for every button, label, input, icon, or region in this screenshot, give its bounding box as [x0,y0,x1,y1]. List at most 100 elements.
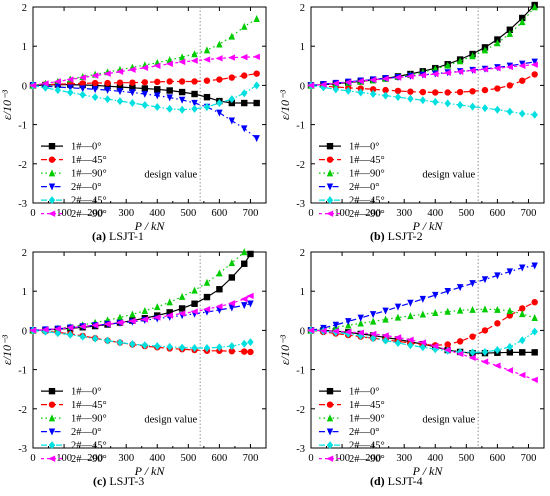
data-point [394,74,402,81]
data-point [456,284,464,292]
data-point [203,278,211,286]
data-point [241,72,248,79]
legend: 1#—0° 1#—45° 1#—90° 2#—0° 2#—45° 2#—90° [41,142,107,220]
data-point [369,311,377,319]
data-point [153,62,161,69]
data-point [419,343,427,352]
data-point [66,324,74,331]
legend-label: 2#—0° [71,182,101,193]
data-point [456,338,464,345]
y-tick-label: -1 [296,121,305,132]
legend-label: 1#—0° [349,142,379,153]
series-line [32,251,245,331]
legend-label: 1#—90° [71,414,107,425]
data-point [116,68,124,75]
x-tick-label: 700 [243,208,259,219]
data-point [519,310,526,318]
x-tick-label: 200 [87,453,103,464]
data-point [481,305,489,313]
caption-a: (a) LSJT-1 [92,229,144,244]
x-tick-label: 200 [365,208,381,219]
data-point [531,71,538,78]
data-point [345,318,352,326]
data-point [394,334,402,341]
data-point [216,99,223,108]
data-point [369,86,377,93]
legend-label: 1#—90° [349,414,385,425]
legend-label: 2#—45° [349,196,385,207]
data-point [506,29,514,37]
legend-label: 2#—0° [349,182,379,193]
data-point [432,89,439,96]
data-point [203,46,211,54]
data-point [203,344,211,353]
legend: 1#—0° 1#—45° 1#—90° 2#—0° 2#—45° 2#—90° [319,142,385,220]
data-point [468,354,476,362]
data-point [357,319,364,327]
data-point [332,321,340,329]
data-point [444,288,451,295]
data-point [431,70,439,78]
series-3 [29,248,248,334]
series-6 [29,292,254,334]
data-point [104,86,111,94]
data-point [141,64,149,71]
legend-label: 2#—90° [71,454,107,465]
legend-label: 2#—45° [71,196,107,207]
data-point [247,348,254,356]
x-tick-label: 600 [212,208,228,219]
data-point [519,18,526,26]
data-point [67,330,74,339]
data-point [456,88,464,96]
data-point [154,303,161,311]
data-point [506,367,514,374]
legend-marker [48,387,56,395]
chart-d: 0 100 200 300 400 500 600 700 -3 -2 -1 0 1 2 P / kN ε/1… [278,248,545,478]
data-point [203,306,211,313]
data-point [369,330,377,338]
data-point [469,348,476,357]
y-tick-label: 2 [300,3,305,14]
y-tick-label: 0 [300,326,305,337]
y-tick-label: -1 [18,121,27,132]
legend-label: 1#—0° [71,387,101,398]
data-point [228,300,236,307]
data-point [116,83,124,91]
data-point [494,346,501,354]
data-point [382,307,389,315]
legend-label: 1#—45° [71,155,107,166]
data-point [519,264,526,272]
series-4 [307,262,538,335]
x-tick-label: 200 [87,208,103,219]
data-point [166,78,173,85]
data-point [241,248,248,256]
y-tick-label: 2 [22,3,27,14]
data-point [153,314,161,321]
data-point [506,268,514,276]
data-point [166,342,173,351]
data-point [228,32,236,40]
data-point [357,314,364,322]
y-axis-label: ε/10⁻³ [278,335,292,365]
caption-c-name: LSJT-3 [109,474,145,488]
data-point [129,79,136,86]
chart-c: 0 100 200 300 400 500 600 700 -3 -2 -1 0 1 2 P / kN ε/1… [0,248,267,478]
legend: 1#—0° 1#—45° 1#—90° 2#—0° 2#—45° 2#—90° [319,387,385,465]
caption-a-letter: (a) [92,229,106,243]
caption-d-name: LSJT-4 [387,474,423,488]
data-point [91,72,99,79]
data-point [531,58,538,66]
data-point [382,91,389,100]
chart-a: 0 100 200 300 400 500 600 700 -3 -2 -1 0 1 2 P / kN ε/1… [0,3,267,233]
data-point [241,22,248,30]
data-point [103,320,111,328]
data-point [78,323,86,330]
plot-frame [310,6,545,204]
x-tick-label: 600 [490,208,506,219]
data-point [129,340,136,349]
data-point [431,342,439,350]
data-point [178,105,186,114]
series-line [310,329,535,381]
series-6 [29,53,260,89]
data-point [481,66,489,73]
